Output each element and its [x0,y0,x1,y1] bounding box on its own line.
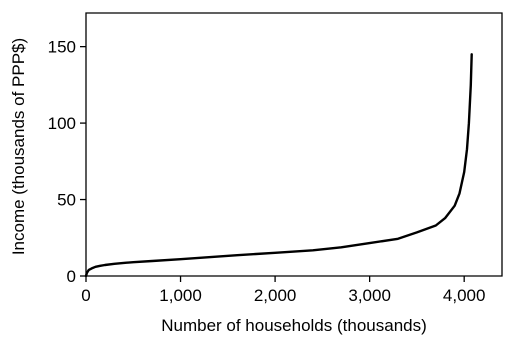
y-axis-label: Income (thousands of PPP$) [9,38,28,255]
y-tick-label: 0 [67,267,76,286]
x-tick-label: 0 [81,286,90,305]
x-tick-label: 1,000 [159,286,202,305]
x-axis-ticks: 0 1,000 2,000 3,000 4,000 [81,276,485,305]
y-tick-label: 150 [48,38,76,57]
series-line-income [84,53,473,278]
y-axis-ticks: 0 50 100 150 [48,38,86,286]
x-axis-label: Number of households (thousands) [161,316,427,335]
x-tick-label: 3,000 [348,286,391,305]
plot-frame [85,12,503,277]
x-tick-label: 4,000 [443,286,486,305]
y-tick-label: 100 [48,114,76,133]
x-tick-label: 2,000 [254,286,297,305]
y-tick-label: 50 [57,191,76,210]
